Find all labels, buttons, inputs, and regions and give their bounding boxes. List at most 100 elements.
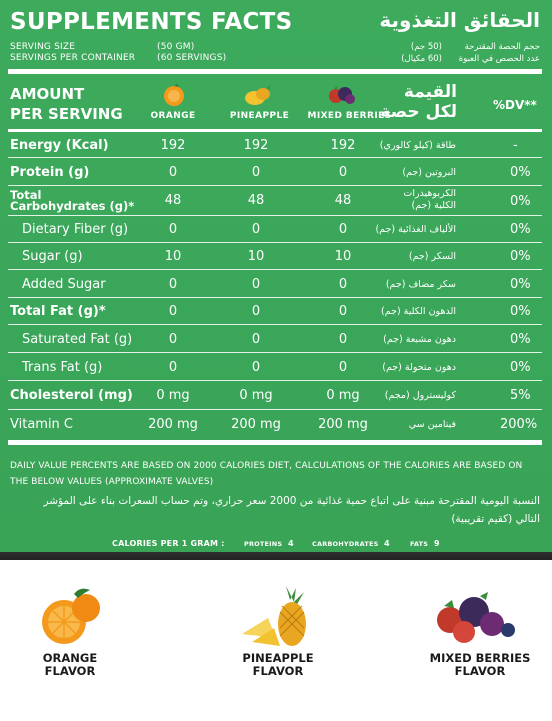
flavor-name-orange: ORANGE FLAVOR <box>42 651 98 678</box>
value-mixed-berries: 0 <box>338 277 348 292</box>
value-pineapple: 0 mg <box>239 388 273 403</box>
value-pineapple: 0 <box>251 332 261 347</box>
nutrient-label: Total <box>10 188 42 202</box>
row-divider <box>8 215 542 216</box>
daily-value: 0% <box>510 360 531 375</box>
amount-label-arabic-line2: لكل حصة <box>380 102 457 122</box>
fats-value: 9 <box>434 539 440 548</box>
daily-value: 0% <box>510 165 531 180</box>
serving-size-value-arabic: (50 جم) <box>410 42 442 52</box>
value-mixed-berries: 48 <box>334 193 352 208</box>
nutrient-label-arabic: كوليسترول (مجم) <box>384 390 456 401</box>
daily-value-header: %DV** <box>493 98 537 112</box>
pineapple-fruit-icon <box>242 586 306 646</box>
nutrient-label-arabic: دهون مشبعة (جم) <box>383 334 456 345</box>
value-orange: 10 <box>164 249 182 264</box>
nutrient-label-arabic-line2: الكلية (جم) <box>411 200 456 211</box>
row-divider <box>8 352 542 353</box>
daily-value-note-line2: THE BELOW VALUES (APPROXIMATE VALVES) <box>10 477 214 487</box>
column-flavor-orange: ORANGE <box>150 111 196 121</box>
value-orange: 0 <box>168 304 178 319</box>
fats-label: FATS <box>410 540 429 548</box>
nutrient-label-arabic: دهون متحولة (جم) <box>382 362 456 373</box>
row-divider <box>8 157 542 158</box>
value-mixed-berries: 0 mg <box>326 388 360 403</box>
nutrient-label-arabic: فيتامين سي <box>408 419 456 430</box>
row-divider <box>8 242 542 243</box>
daily-value-note-arabic-line1: النسبة اليومية المقترحة مبنية على اتباع … <box>43 495 540 507</box>
amount-label-arabic-line1: القيمة <box>403 82 457 102</box>
value-pineapple: 0 <box>251 360 261 375</box>
value-mixed-berries: 0 <box>338 304 348 319</box>
carbohydrates-value: 4 <box>384 539 390 548</box>
mixed-berries-icon <box>329 86 355 104</box>
nutrient-label: Protein (g) <box>10 165 90 180</box>
nutrient-label-line2: Carbohydrates (g)* <box>10 199 135 213</box>
nutrient-label: Added Sugar <box>22 277 106 292</box>
mixed-berries-icon <box>437 592 515 643</box>
servings-per-container-value: (60 SERVINGS) <box>157 53 227 63</box>
value-orange: 0 mg <box>156 388 190 403</box>
column-flavor-mixed-berries: MIXED BERRIES <box>307 111 392 121</box>
row-divider <box>8 297 542 298</box>
value-orange: 0 <box>168 222 178 237</box>
flavor-name-mixed-berries: MIXED BERRIES FLAVOR <box>429 651 531 678</box>
nutrient-label: Energy (Kcal) <box>10 138 109 153</box>
nutrient-label-arabic: سكر مضاف (جم) <box>385 279 456 290</box>
nutrient-label-arabic: السكر (جم) <box>408 251 456 262</box>
serving-size-label: SERVING SIZE <box>10 42 76 52</box>
nutrient-label: Vitamin C <box>10 417 74 432</box>
daily-value: 0% <box>510 277 531 292</box>
header-divider <box>8 69 542 74</box>
amount-label-line2: PER SERVING <box>10 105 123 123</box>
amount-label-line1: AMOUNT <box>10 85 85 103</box>
value-orange: 48 <box>164 193 182 208</box>
value-pineapple: 200 mg <box>231 417 281 432</box>
flavor-showcase: ORANGE FLAVOR PINEAPPLE FLAVOR MIXED BER… <box>0 560 552 721</box>
panel-title-arabic: الحقائق التغذوية <box>379 8 540 32</box>
orange-fruit-icon <box>42 588 100 644</box>
daily-value: 0% <box>510 304 531 319</box>
proteins-label: PROTEINS <box>244 540 283 548</box>
value-mixed-berries: 0 <box>338 332 348 347</box>
flavor-name-pineapple: PINEAPPLE FLAVOR <box>242 651 314 678</box>
value-orange: 200 mg <box>148 417 198 432</box>
value-mixed-berries: 0 <box>338 165 348 180</box>
value-pineapple: 10 <box>247 249 265 264</box>
servings-per-container-label: SERVINGS PER CONTAINER <box>10 53 136 63</box>
daily-value-note-arabic-line2: التالي (كقيم تقريبية) <box>451 513 540 525</box>
column-flavor-pineapple: PINEAPPLE <box>229 111 290 121</box>
daily-value-note-line1: DAILY VALUE PERCENTS ARE BASED ON 2000 C… <box>10 461 523 471</box>
row-divider <box>8 324 542 325</box>
nutrient-label: Trans Fat (g) <box>22 360 103 375</box>
daily-value: - <box>513 138 518 153</box>
value-orange: 0 <box>168 332 178 347</box>
row-divider <box>8 409 542 410</box>
value-orange: 192 <box>160 138 186 153</box>
value-mixed-berries: 0 <box>338 360 348 375</box>
value-orange: 0 <box>168 277 178 292</box>
daily-value: 0% <box>510 249 531 264</box>
daily-value: 5% <box>510 388 531 403</box>
value-pineapple: 0 <box>251 165 261 180</box>
value-mixed-berries: 192 <box>330 138 356 153</box>
servings-per-container-label-arabic: عدد الحصص في العبوة <box>458 54 540 64</box>
serving-size-label-arabic: حجم الحصة المقترحة <box>464 42 540 52</box>
carbohydrates-label: CARBOHYDRATES <box>312 540 379 548</box>
nutrient-label-arabic: الكربوهيدرات <box>403 188 456 199</box>
nutrient-label: Total Fat (g)* <box>10 304 106 319</box>
value-mixed-berries: 200 mg <box>318 417 368 432</box>
orange-icon <box>164 84 184 106</box>
supplement-facts-panel: SUPPLEMENTS FACTS الحقائق التغذوية SERVI… <box>0 0 552 560</box>
value-pineapple: 48 <box>247 193 265 208</box>
nutrient-label-arabic: البروتين (جم) <box>402 167 456 178</box>
servings-per-container-value-arabic: (60 مكيال) <box>401 54 442 64</box>
row-divider <box>8 185 542 186</box>
nutrient-label: Cholesterol (mg) <box>10 388 133 403</box>
value-orange: 0 <box>168 360 178 375</box>
panel-title: SUPPLEMENTS FACTS <box>10 9 293 35</box>
nutrient-label-arabic: الدهون الكلية (جم) <box>381 306 456 317</box>
value-pineapple: 0 <box>251 277 261 292</box>
nutrient-label-arabic: الألياف الغذائية (جم) <box>375 224 456 235</box>
daily-value: 0% <box>510 194 531 209</box>
